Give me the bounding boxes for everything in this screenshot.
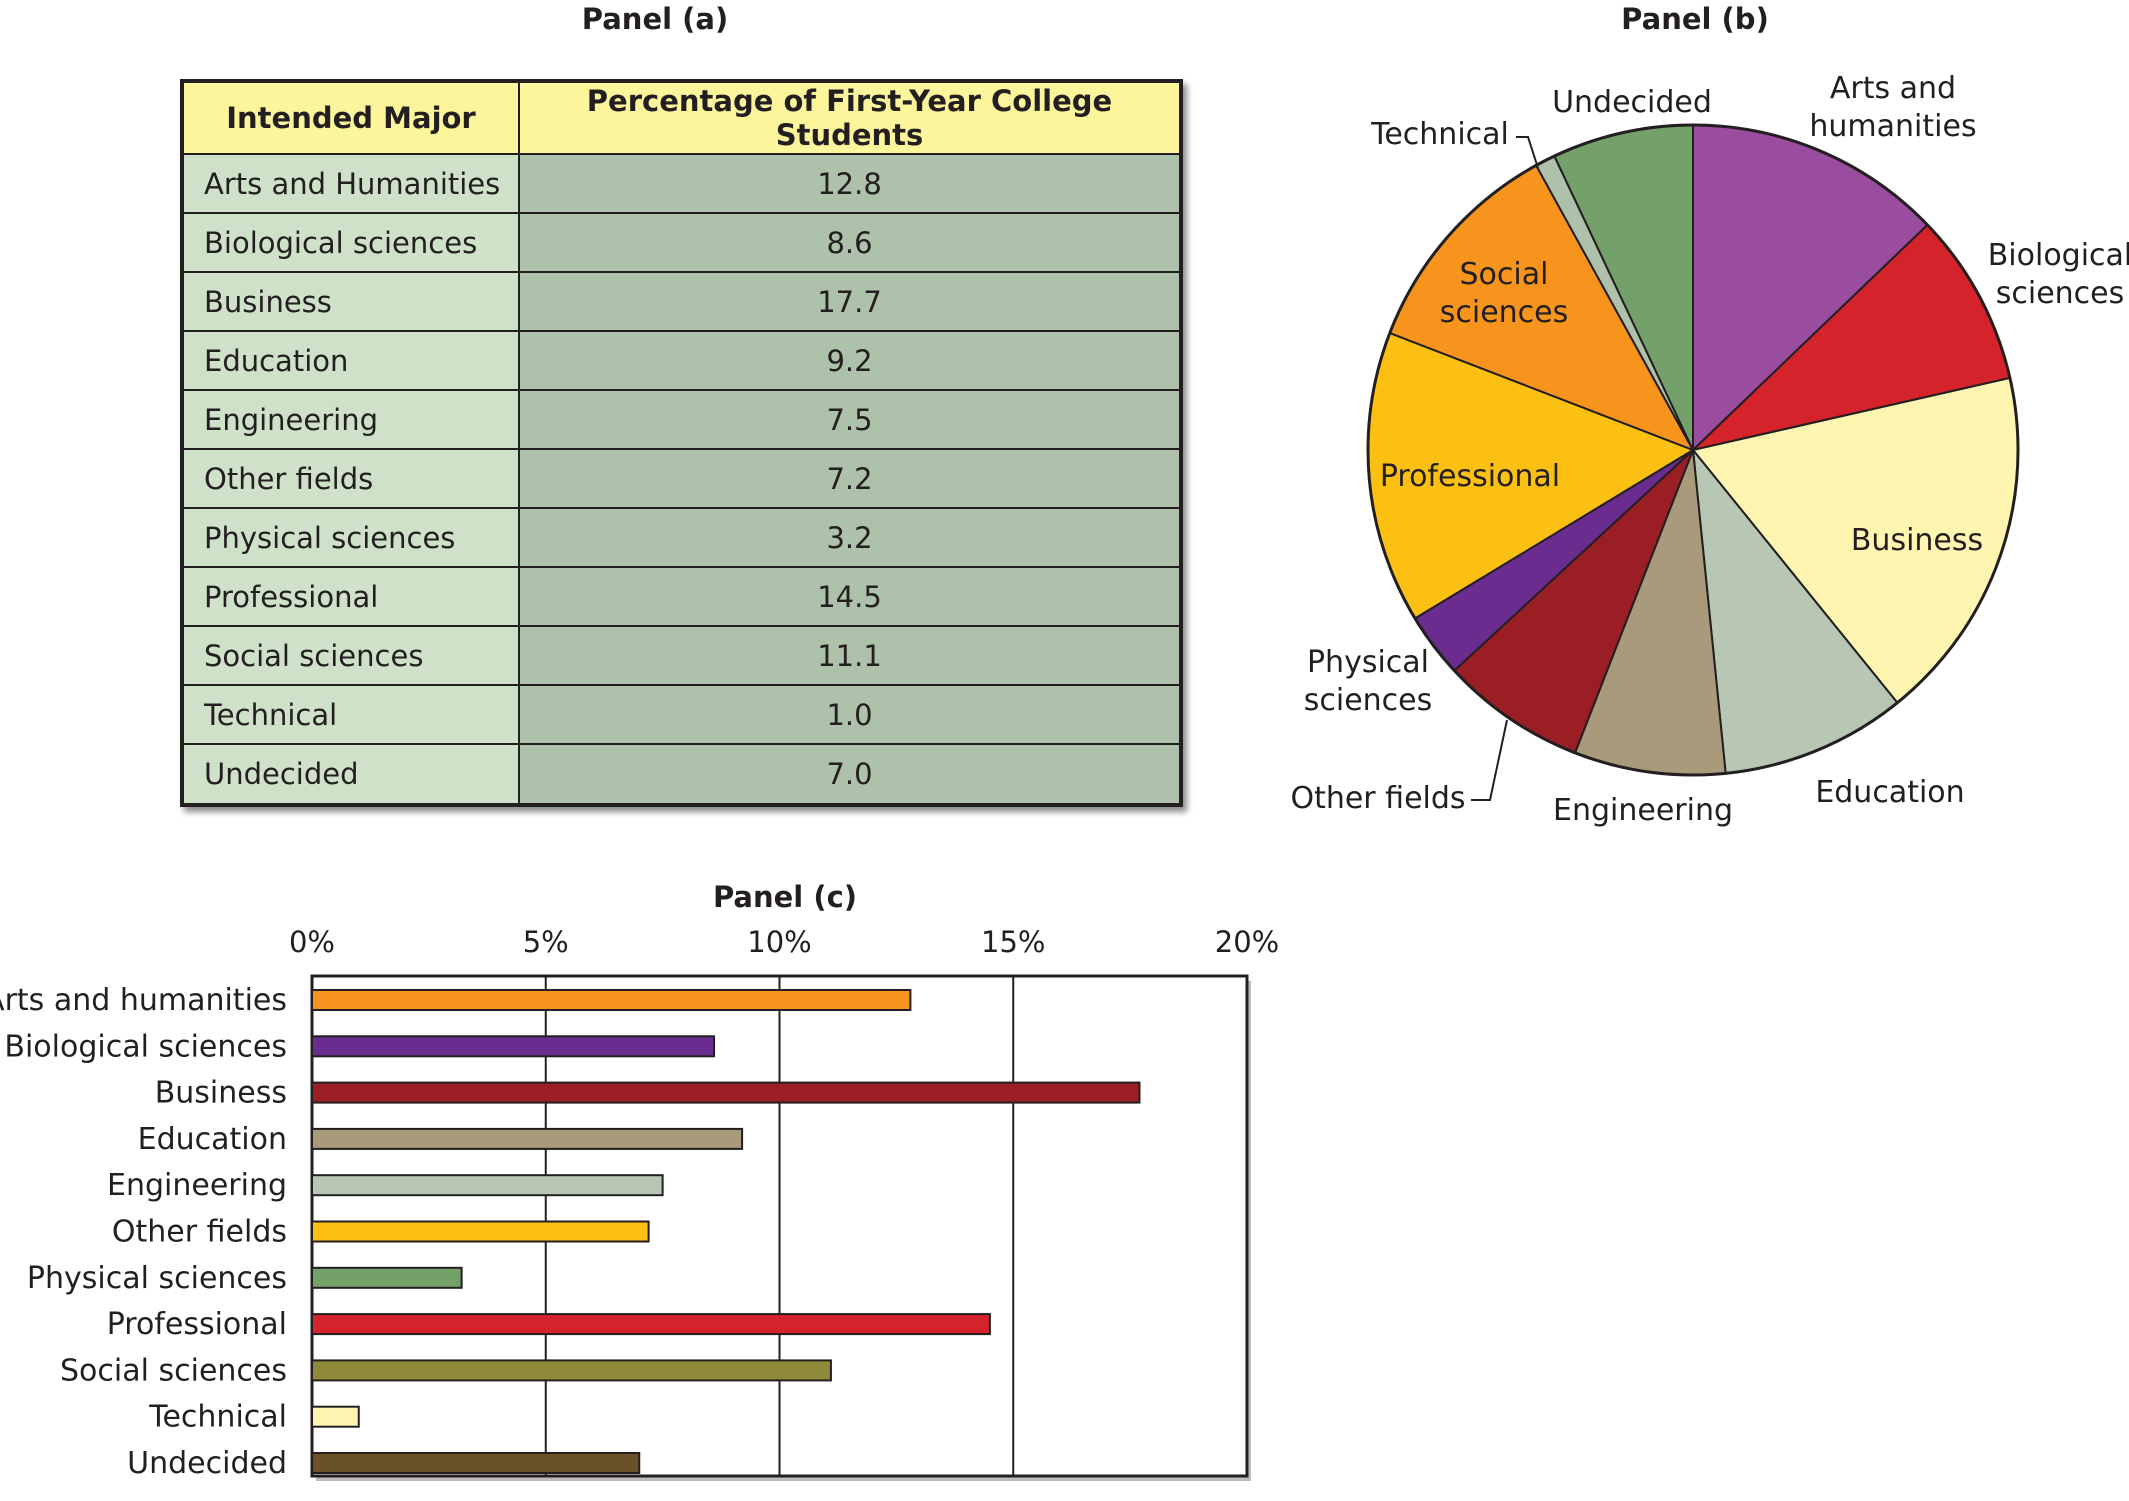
table-row: Education 9.2	[181, 330, 1182, 392]
percentage-cell: 3.2	[518, 507, 1182, 569]
percentage-cell: 8.6	[518, 212, 1182, 274]
x-tick-label: 15%	[981, 925, 1045, 959]
pie-label-social-sciences: Social sciences	[1440, 257, 1569, 330]
bar-professional	[311, 1313, 991, 1336]
y-category-label: Other fields	[112, 1215, 287, 1250]
header-intended-major: Intended Major	[181, 80, 520, 155]
major-cell: Technical	[181, 684, 520, 746]
y-category-label: Education	[138, 1122, 287, 1157]
bar-biological-sciences	[311, 1035, 716, 1058]
pie-label-business: Business	[1851, 523, 1983, 558]
y-category-label: Engineering	[107, 1168, 287, 1203]
major-cell: Professional	[181, 566, 520, 628]
pie-chart: Arts and humanities Biological sciences Busi…	[1290, 71, 2129, 828]
panel-a-title: Panel (a)	[581, 2, 729, 36]
major-table-container: Intended Major Percentage of First-Year …	[180, 79, 1183, 807]
major-cell: Education	[181, 330, 520, 392]
table-row: Engineering 7.5	[181, 389, 1182, 451]
bar-arts-and-humanities	[311, 989, 912, 1011]
bar-technical	[311, 1405, 360, 1428]
bar-undecided	[311, 1452, 641, 1474]
bar-education	[311, 1127, 744, 1150]
header-percentage: Percentage of First-Year College Student…	[518, 80, 1182, 155]
major-cell: Undecided	[181, 743, 520, 806]
percentage-cell: 7.0	[518, 743, 1182, 806]
pie-label-biological-sciences: Biological sciences	[1988, 238, 2129, 311]
percentage-cell: 14.5	[518, 566, 1182, 628]
major-cell: Arts and Humanities	[181, 152, 520, 215]
y-category-label: Biological sciences	[4, 1029, 287, 1064]
x-tick-label: 10%	[747, 925, 811, 959]
percentage-cell: 1.0	[518, 684, 1182, 746]
y-category-label: Professional	[107, 1307, 287, 1342]
pie-label-arts-and-humanities: Arts and humanities	[1809, 71, 1976, 144]
pie-label-undecided: Undecided	[1552, 85, 1712, 120]
pie-label-professional: Professional	[1380, 459, 1560, 494]
pie-label-education: Education	[1815, 775, 1964, 810]
percentage-cell: 11.1	[518, 625, 1182, 687]
bar-physical-sciences	[311, 1266, 463, 1289]
bar-business	[311, 1081, 1141, 1104]
major-cell: Social sciences	[181, 625, 520, 687]
percentage-cell: 12.8	[518, 152, 1182, 215]
y-category-label: Technical	[148, 1400, 287, 1435]
pie-outline	[1366, 123, 2020, 777]
bar-other-fields	[311, 1220, 650, 1243]
bar-social-sciences	[311, 1359, 832, 1382]
other-fields-leader-line	[1471, 719, 1508, 801]
major-cell: Biological sciences	[181, 212, 520, 274]
major-cell: Other fields	[181, 448, 520, 510]
table-row: Technical 1.0	[181, 684, 1182, 746]
percentage-cell: 7.2	[518, 448, 1182, 510]
pie-label-physical-sciences: Physical sciences	[1304, 645, 1433, 718]
table-row: Biological sciences 8.6	[181, 212, 1182, 274]
table-row: Business 17.7	[181, 271, 1182, 333]
panel-c-title: Panel (c)	[712, 880, 858, 914]
y-category-label: Social sciences	[60, 1353, 287, 1388]
x-tick-label: 0%	[289, 925, 335, 959]
percentage-cell: 9.2	[518, 330, 1182, 392]
table-header-row: Intended Major Percentage of First-Year …	[181, 80, 1182, 155]
y-category-label: Business	[155, 1076, 287, 1111]
y-category-label: Arts and humanities	[0, 983, 287, 1018]
bar-engineering	[311, 1174, 664, 1197]
panel-b-title: Panel (b)	[1621, 2, 1769, 36]
pie-label-engineering: Engineering	[1553, 793, 1733, 828]
y-category-label: Undecided	[127, 1446, 287, 1481]
x-tick-label: 5%	[523, 925, 569, 959]
major-table: Intended Major Percentage of First-Year …	[180, 79, 1183, 807]
x-tick-label: 20%	[1215, 925, 1279, 959]
y-category-label: Physical sciences	[27, 1261, 287, 1296]
table-row: Arts and Humanities 12.8	[181, 152, 1182, 215]
table-row: Physical sciences 3.2	[181, 507, 1182, 569]
percentage-cell: 7.5	[518, 389, 1182, 451]
pie-label-technical: Technical	[1370, 117, 1509, 152]
pie-label-other-fields: Other fields	[1290, 781, 1465, 816]
table-row: Professional 14.5	[181, 566, 1182, 628]
table-row: Undecided 7.0	[181, 743, 1182, 806]
technical-leader-line	[1516, 136, 1539, 169]
percentage-cell: 17.7	[518, 271, 1182, 333]
table-row: Other fields 7.2	[181, 448, 1182, 510]
table-row: Social sciences 11.1	[181, 625, 1182, 687]
major-cell: Business	[181, 271, 520, 333]
major-cell: Physical sciences	[181, 507, 520, 569]
major-cell: Engineering	[181, 389, 520, 451]
table-body: Arts and Humanities 12.8 Biological scienc…	[181, 152, 1182, 806]
